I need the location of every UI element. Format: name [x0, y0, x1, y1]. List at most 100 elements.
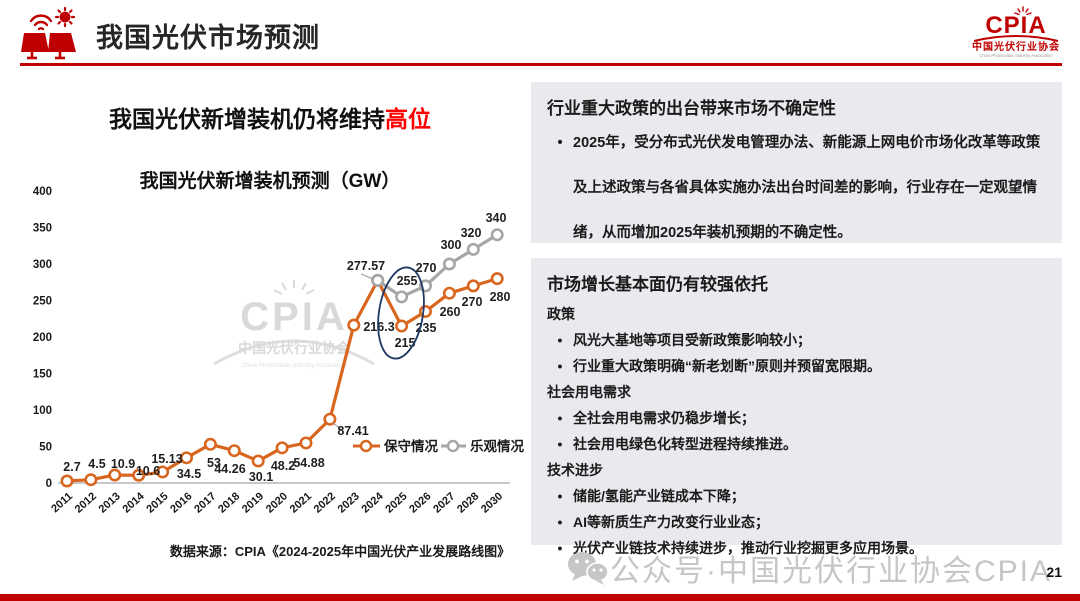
svg-text:China Photovoltaic Industry As: China Photovoltaic Industry Association	[241, 363, 346, 369]
data-label: 15.13	[151, 452, 182, 466]
panel-growth-fundamentals: 市场增长基本面仍有较强依托 政策 • 风光大基地等项目受新政策影响较小； • 行业重大政…	[531, 258, 1062, 556]
data-label: 300	[441, 238, 462, 252]
x-tick-label: 2022	[312, 490, 338, 515]
data-label: 270	[416, 261, 437, 275]
data-point	[323, 412, 337, 426]
x-tick-label: 2021	[288, 490, 314, 515]
bullet-dot: •	[557, 410, 563, 426]
x-tick-label: 2017	[192, 490, 218, 515]
x-tick-label: 2011	[49, 490, 75, 515]
data-label: 255	[397, 274, 418, 288]
bullet-dot: •	[557, 514, 563, 530]
headline-highlight: 高位	[385, 106, 431, 132]
data-label: 48.2	[271, 459, 295, 473]
data-label: 270	[462, 295, 483, 309]
data-label: 10.9	[111, 457, 135, 471]
bullet-item: • 社会用电绿色化转型进程持续推进。	[547, 431, 1046, 457]
data-point	[180, 451, 194, 465]
data-label: 54.88	[293, 456, 324, 470]
data-point	[371, 273, 385, 287]
data-label: 260	[440, 305, 461, 319]
bullet-item: • 光伏产业链技术持续进步，推动行业挖掘更多应用场景。	[547, 535, 1046, 561]
x-tick-label: 2015	[144, 490, 170, 515]
data-label: 277.57	[347, 259, 385, 273]
bullet-text: AI等新质生产力改变行业业态；	[573, 514, 769, 530]
data-label: 87.41	[337, 424, 368, 438]
x-tick-label: 2024	[359, 490, 386, 516]
leader-line	[360, 273, 374, 280]
line-chart: CPIA 中国光伏行业协会 China Photovoltaic Industry …	[20, 183, 525, 533]
section-headline: 我国光伏新增装机仍将维持高位	[20, 100, 520, 134]
page-title: 我国光伏市场预测	[96, 23, 320, 53]
y-tick-label: 150	[33, 369, 52, 381]
bullet-text: 行业重大政策明确“新老划断”原则并预留宽限期。	[573, 358, 881, 374]
data-point	[418, 304, 432, 318]
headline-prefix: 我国光伏新增装机仍将维持	[109, 106, 385, 132]
svg-text:CPIA: CPIA	[240, 295, 348, 339]
data-label: 215	[395, 336, 416, 350]
wechat-icon	[568, 552, 609, 585]
data-label: 216.3	[363, 320, 394, 334]
bullet-text: 储能/氢能产业链成本下降；	[573, 488, 745, 504]
data-point	[156, 465, 170, 479]
data-point	[60, 474, 74, 488]
panel-subhead: 社会用电需求	[547, 384, 631, 400]
panel-body: 政策 • 风光大基地等项目受新政策影响较小； • 行业重大政策明确“新老划断”原则并预留…	[547, 301, 1046, 561]
solar-panel-icon	[21, 6, 76, 60]
x-tick-label: 2013	[97, 490, 123, 515]
leader-line	[332, 422, 343, 431]
y-tick-label: 200	[33, 332, 52, 344]
data-label: 4.5	[88, 457, 105, 471]
bullet-item: • 储能/氢能产业链成本下降；	[547, 483, 1046, 509]
data-point	[466, 242, 480, 256]
data-point	[84, 473, 98, 487]
x-tick-label: 2012	[73, 490, 99, 515]
data-label: 30.1	[249, 470, 273, 484]
data-point	[203, 437, 217, 451]
data-label: 320	[461, 226, 482, 240]
bullet-dot: •	[557, 540, 563, 556]
data-label: 2.7	[63, 460, 80, 474]
x-tick-label: 2016	[168, 490, 194, 515]
x-tick-label: 2028	[455, 490, 481, 515]
data-point	[466, 279, 480, 293]
legend-conservative: 保守情况	[383, 438, 438, 454]
panel-title: 行业重大政策的出台带来市场不确定性	[547, 99, 836, 118]
x-tick-label: 2018	[216, 490, 242, 515]
bullet-text: 风光大基地等项目受新政策影响较小；	[573, 332, 811, 348]
y-tick-label: 300	[33, 259, 52, 271]
cpia-logo: CPIA 中国光伏行业协会 China Photovoltaic Industr…	[972, 6, 1060, 58]
data-point	[108, 468, 122, 482]
bullet-item: • 行业重大政策明确“新老划断”原则并预留宽限期。	[547, 353, 1046, 379]
data-point	[490, 228, 504, 242]
bullet-item: • 2025年，受分布式光伏发电管理办法、新能源上网电价市场化改革等政策及上述政策…	[547, 121, 1046, 256]
watermark-text: 公众号·中国光伏行业协会CPIA	[610, 555, 1053, 588]
bottom-red-bar	[0, 594, 1080, 601]
header-divider	[20, 63, 1062, 66]
y-tick-label: 100	[33, 405, 52, 417]
data-label: 340	[486, 211, 507, 225]
x-tick-label: 2023	[336, 490, 362, 515]
data-point	[490, 272, 504, 286]
data-point	[275, 441, 289, 455]
y-tick-label: 0	[46, 478, 52, 490]
y-tick-label: 50	[39, 442, 52, 454]
sun-icon	[54, 6, 76, 28]
wechat-watermark: 公众号·中国光伏行业协会CPIA	[566, 546, 1052, 590]
cpia-logo-text: CPIA	[985, 12, 1046, 39]
data-point	[347, 318, 361, 332]
cpia-logo-org: 中国光伏行业协会	[972, 40, 1060, 53]
bullet-dot: •	[557, 332, 563, 348]
chart-title: 我国光伏新增装机预测（GW）	[139, 171, 401, 192]
x-tick-label: 2030	[479, 490, 505, 515]
bullet-dot: •	[557, 135, 563, 151]
x-tick-label: 2019	[240, 490, 266, 515]
data-point	[227, 444, 241, 458]
x-tick-label: 2027	[431, 490, 457, 515]
bullet-item: • 风光大基地等项目受新政策影响较小；	[547, 327, 1046, 353]
bullet-text: 社会用电绿色化转型进程持续推进。	[573, 436, 797, 452]
bullet-item: • AI等新质生产力改变行业业态；	[547, 509, 1046, 535]
panel-policy-uncertainty: 行业重大政策的出台带来市场不确定性 • 2025年，受分布式光伏发电管理办法、新能…	[531, 82, 1062, 243]
